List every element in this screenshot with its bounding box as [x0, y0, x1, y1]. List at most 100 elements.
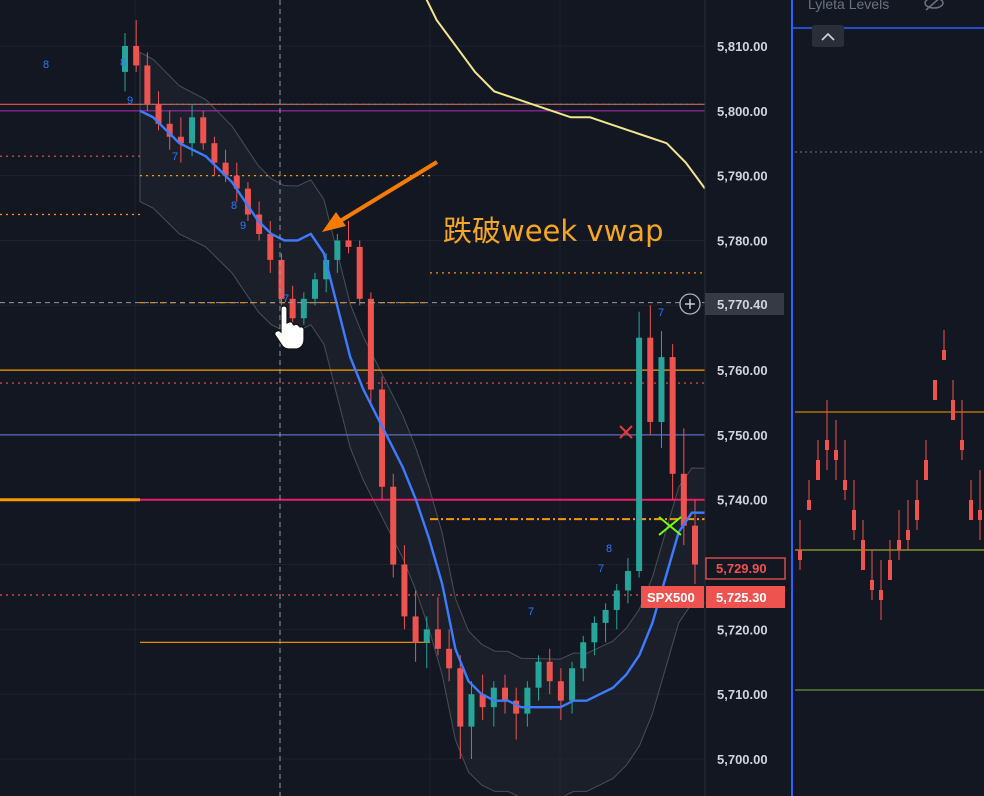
candle-body: [155, 104, 162, 124]
candle-body: [200, 117, 207, 144]
sequence-label: 7: [658, 307, 664, 319]
candle-body: [423, 629, 430, 643]
candle-body: [356, 246, 363, 299]
candle-body: [457, 668, 464, 727]
candle-body: [613, 590, 620, 610]
candle-body: [502, 687, 508, 701]
sequence-label: 7: [172, 151, 178, 163]
candle-body: [289, 298, 296, 319]
mini-candle-body: [870, 580, 874, 590]
sequence-label: 8: [606, 543, 612, 555]
hand-pointer-icon: [274, 305, 305, 350]
candle-body: [624, 571, 631, 591]
candle-body: [647, 337, 654, 422]
svg-text:5,725.30: 5,725.30: [716, 590, 767, 605]
candle-body: [312, 279, 318, 299]
mini-candle-body: [915, 500, 919, 520]
svg-text:SPX500: SPX500: [647, 590, 695, 605]
candle-body: [524, 687, 531, 714]
crosshair-price-label: 5,770.40: [705, 293, 784, 315]
vwap-path: [139, 109, 705, 709]
mini-candle-body: [834, 450, 838, 460]
candle-body: [267, 233, 274, 260]
svg-text:5,729.90: 5,729.90: [716, 561, 767, 576]
mini-candle-body: [951, 400, 955, 420]
candle-body: [144, 65, 151, 105]
candle-body: [367, 298, 374, 390]
mini-candle-body: [879, 590, 883, 600]
price-tick-label: 5,700.00: [717, 752, 768, 767]
sequence-label: 7: [598, 563, 604, 575]
candle-body: [222, 162, 229, 176]
candle-body: [591, 622, 598, 643]
sequence-label: 8: [231, 200, 237, 212]
candle-body: [122, 46, 128, 72]
mini-candle-body: [906, 530, 910, 540]
candle-body: [535, 661, 542, 688]
candle-body: [256, 214, 263, 234]
sequence-label: 7: [283, 293, 289, 305]
symbol-price-badge: SPX500 5,725.30: [641, 586, 785, 608]
mini-candle-body: [897, 540, 901, 550]
mini-candlestick-series: [798, 330, 982, 620]
candle-body: [602, 609, 609, 623]
price-tick-label: 5,720.00: [717, 622, 768, 637]
candle-body: [468, 694, 475, 727]
weekly-vwap-line: [425, 0, 706, 190]
price-tick-label: 5,810.00: [717, 39, 768, 54]
candle-body: [490, 687, 497, 708]
price-tick-label: 5,710.00: [717, 687, 768, 702]
mini-candle-body: [843, 480, 847, 490]
candle-body: [278, 259, 285, 299]
mini-candle-body: [807, 500, 811, 510]
mini-candle-body: [969, 500, 973, 520]
candle-body: [513, 700, 520, 714]
price-tick-label: 5,750.00: [717, 428, 768, 443]
x-marker-green: [658, 516, 682, 536]
price-tick-label: 5,780.00: [717, 233, 768, 248]
mini-candle-body: [825, 440, 829, 450]
sequence-label: 9: [240, 220, 246, 232]
eye-slash-icon[interactable]: [924, 0, 944, 11]
candle-body: [546, 661, 553, 682]
sequence-label: 8: [120, 57, 126, 69]
candle-body: [345, 240, 352, 247]
right-panel: Lyleta Levels: [786, 0, 984, 796]
candle-body: [446, 648, 453, 669]
candle-body: [233, 175, 240, 189]
crosshair: [0, 0, 705, 796]
mini-candle-body: [933, 380, 937, 400]
annotation-arrow: [322, 160, 439, 232]
price-tick-label: 5,800.00: [717, 104, 768, 119]
candle-body: [177, 136, 184, 144]
candle-body: [669, 357, 676, 474]
candle-body: [557, 681, 564, 701]
candle-body: [390, 486, 397, 565]
candle-body: [658, 357, 665, 422]
candle-body: [412, 616, 419, 643]
candle-body: [401, 564, 408, 617]
candle-body: [323, 259, 330, 280]
plus-circle-icon[interactable]: [679, 293, 701, 315]
candle-body: [692, 525, 698, 565]
candle-body: [211, 143, 218, 163]
candle-body: [300, 298, 307, 319]
candle-body: [479, 694, 486, 708]
sequence-label: 8: [43, 59, 49, 71]
chevron-up-icon[interactable]: [812, 25, 844, 47]
mini-candle-body: [960, 440, 964, 450]
mini-candle-body: [978, 510, 982, 520]
candle-body: [569, 668, 576, 701]
price-tick-label: 5,790.00: [717, 169, 768, 184]
candle-body: [166, 123, 173, 137]
candlestick-series: [122, 20, 698, 759]
candle-body: [244, 188, 251, 215]
candle-body: [434, 629, 441, 649]
weekly-vwap-path: [425, 0, 706, 190]
annotation-text: 跌破week vwap: [443, 214, 663, 248]
mini-candle-body: [861, 540, 865, 570]
candle-body: [133, 46, 140, 66]
panel-title: Lyleta Levels: [808, 0, 889, 12]
